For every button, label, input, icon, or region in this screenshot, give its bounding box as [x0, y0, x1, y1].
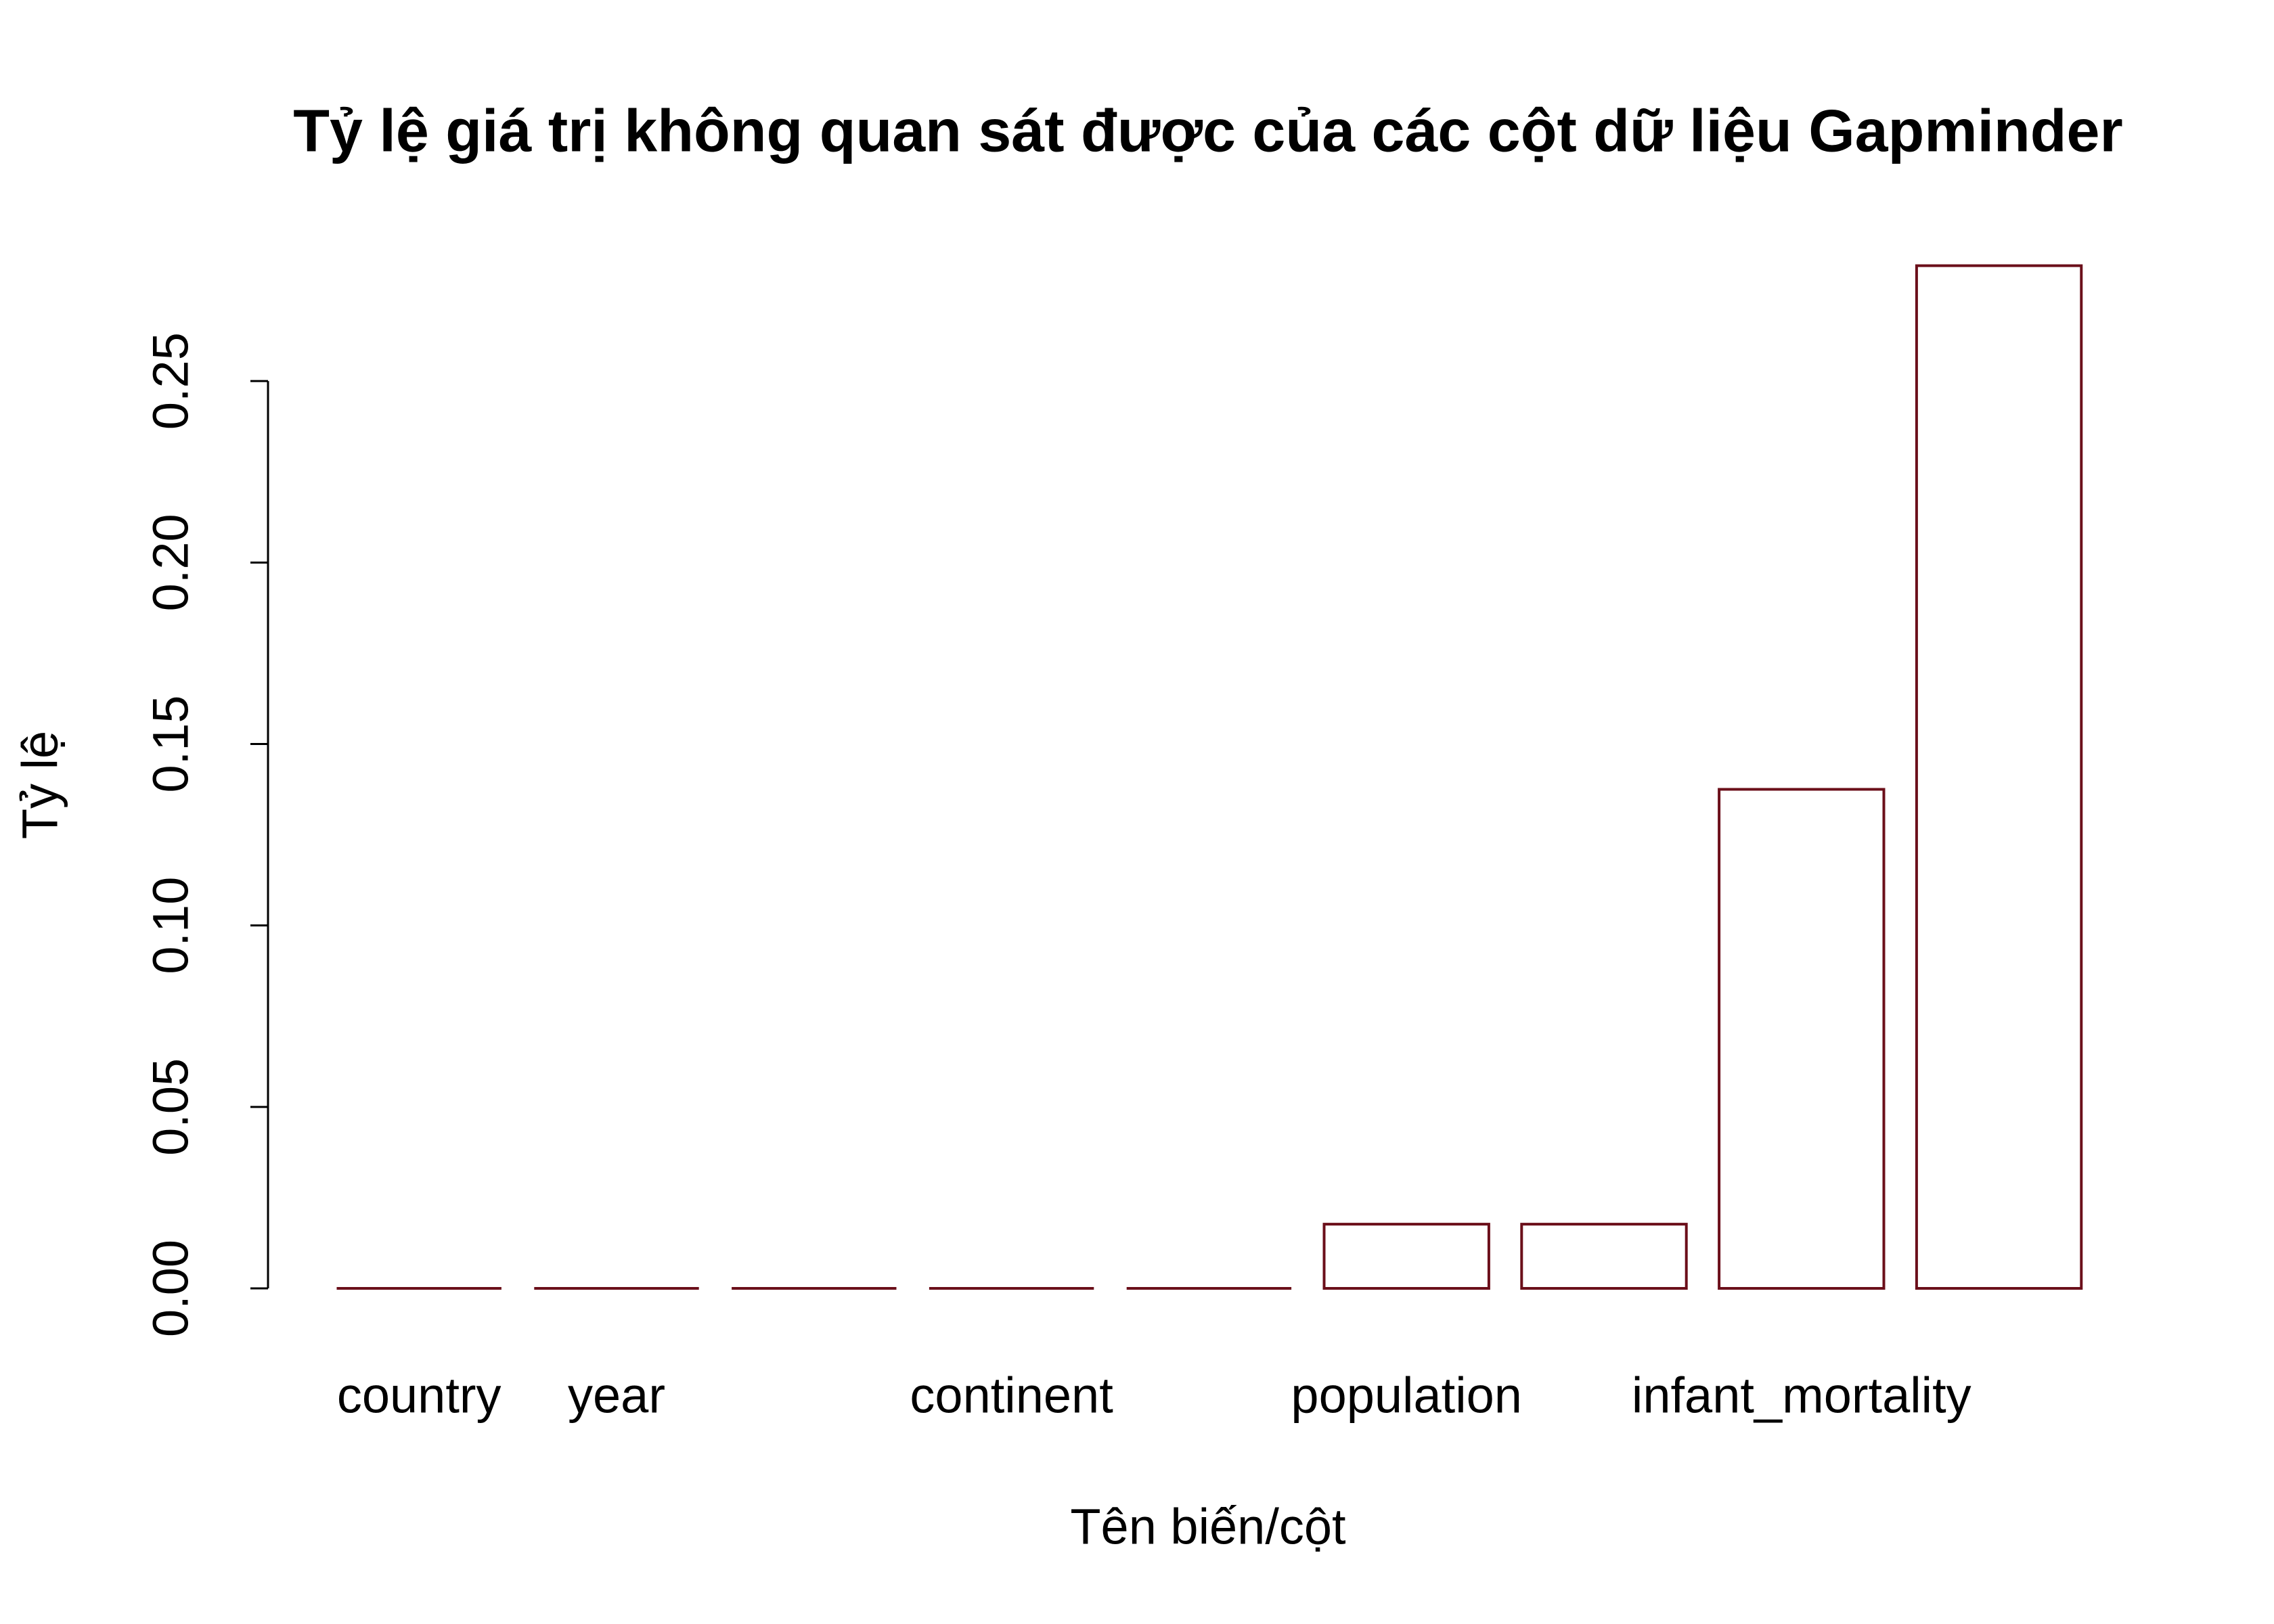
x-tick-label: country: [337, 1368, 501, 1424]
y-axis-label: Tỷ lệ: [12, 731, 68, 839]
y-tick-label: 0.15: [143, 695, 199, 792]
x-tick-label: year: [568, 1368, 665, 1424]
bar: [1520, 1223, 1688, 1290]
y-tick-label: 0.25: [143, 332, 199, 430]
y-tick-label: 0.00: [143, 1240, 199, 1337]
x-axis-label: Tên biến/cột: [1070, 1499, 1346, 1555]
chart-title: Tỷ lệ giá trị không quan sát được của cá…: [293, 97, 2122, 164]
y-tick-label: 0.20: [143, 514, 199, 611]
bar: [1718, 788, 1886, 1290]
y-tick-label: 0.10: [143, 877, 199, 974]
y-tick-label: 0.05: [143, 1058, 199, 1156]
x-tick-label: continent: [910, 1368, 1113, 1424]
bar: [1322, 1223, 1490, 1290]
bar: [1915, 264, 2083, 1290]
x-tick-label: infant_mortality: [1632, 1368, 1971, 1424]
x-tick-label: population: [1291, 1368, 1522, 1424]
